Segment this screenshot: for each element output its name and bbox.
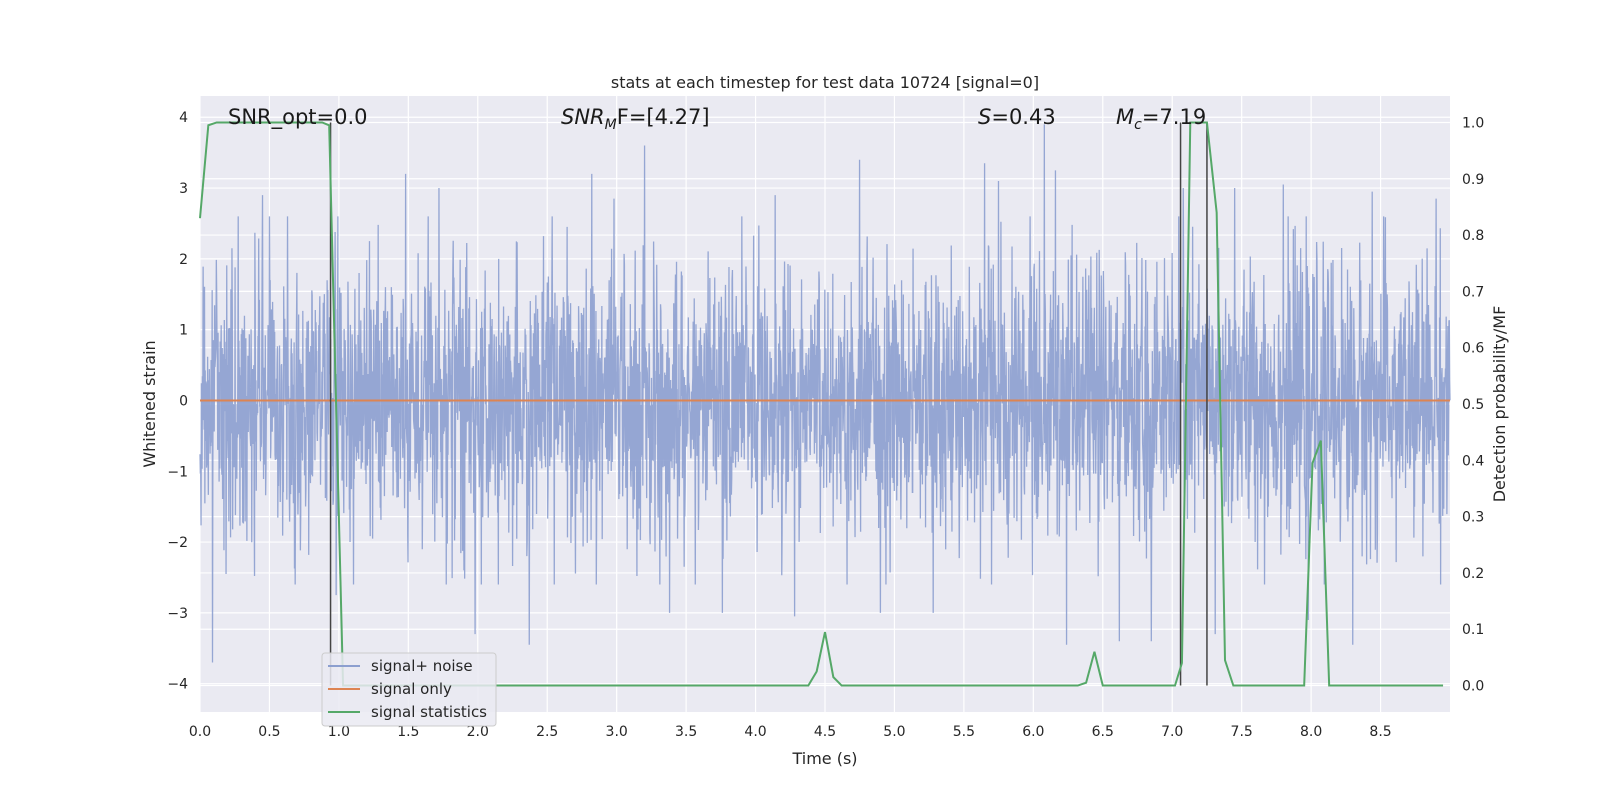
- y2-tick-label: 0.1: [1462, 622, 1484, 638]
- annotation-snr-opt: SNR_opt=0.0: [228, 105, 368, 130]
- x-tick-label: 6.0: [1022, 724, 1044, 740]
- x-tick-label: 6.5: [1092, 724, 1114, 740]
- y2-tick-label: 0.2: [1462, 566, 1484, 582]
- annotation-snr-mf-rest: F=[4.27]: [617, 105, 710, 129]
- x-tick-label: 1.0: [328, 724, 350, 740]
- y-tick-label: 4: [179, 110, 188, 126]
- y-tick-label: 1: [179, 323, 188, 339]
- y-tick-labels: 4 3 2 1 0 −1 −2 −3 −4: [167, 110, 188, 692]
- y-tick-label: 2: [179, 252, 188, 268]
- annotation-s-main: S: [978, 105, 991, 129]
- x-axis-label: Time (s): [791, 749, 857, 768]
- y2-tick-label: 0.8: [1462, 228, 1484, 244]
- y-axis-label: Whitened strain: [140, 340, 159, 467]
- y2-tick-label: 1.0: [1462, 115, 1484, 131]
- annotation-snr-mf-sub: M: [605, 117, 617, 133]
- y-tick-label: −2: [167, 535, 188, 551]
- y2-tick-label: 0.5: [1462, 397, 1484, 413]
- legend: signal+ noise signal only signal statist…: [321, 652, 497, 727]
- y2-tick-label: 0.9: [1462, 172, 1484, 188]
- y2-axis-label: Detection probability/MF: [1490, 306, 1509, 503]
- x-tick-label: 5.0: [883, 724, 905, 740]
- series-line-signal-statistics: [199, 121, 1444, 687]
- x-tick-label: 7.0: [1161, 724, 1183, 740]
- annotation-snr-mf: SNRMF=[4.27]: [561, 105, 710, 133]
- y2-tick-label: 0.3: [1462, 510, 1484, 526]
- y-tick-label: 0: [179, 393, 188, 409]
- legend-label-signal-plus-noise: signal+ noise: [371, 657, 473, 675]
- y2-tick-label: 0.7: [1462, 284, 1484, 300]
- annotation-mc-sub: c: [1134, 117, 1142, 133]
- y2-tick-label: 0.6: [1462, 341, 1484, 357]
- series-signal-statistics: [199, 121, 1444, 687]
- x-tick-label: 2.5: [536, 724, 558, 740]
- x-tick-label: 8.5: [1369, 724, 1391, 740]
- x-tick-label: 4.5: [814, 724, 836, 740]
- annotation-snr-mf-main: SNR: [561, 105, 605, 129]
- annotation-s: S=0.43: [978, 105, 1056, 129]
- legend-label-signal-statistics: signal statistics: [371, 703, 487, 721]
- annotation-mc-main: M: [1116, 105, 1134, 129]
- x-tick-label: 0.0: [189, 724, 211, 740]
- x-tick-label: 0.5: [258, 724, 280, 740]
- x-tick-label: 3.5: [675, 724, 697, 740]
- series-signal-plus-noise: [199, 124, 1451, 663]
- x-tick-label: 7.5: [1231, 724, 1253, 740]
- x-tick-labels: 0.0 0.5 1.0 1.5 2.0 2.5 3.0 3.5 4.0 4.5 5.0 5.5 6.0 6…: [189, 724, 1392, 740]
- annotation-s-rest: =0.43: [991, 105, 1055, 129]
- x-tick-label: 4.0: [744, 724, 766, 740]
- x-tick-label: 5.5: [953, 724, 975, 740]
- y2-tick-labels: 1.0 0.9 0.8 0.7 0.6 0.5 0.4 0.3 0.2 0.1 0.0: [1462, 115, 1484, 694]
- y-tick-label: −3: [167, 606, 188, 622]
- annotation-mc: Mc=7.19: [1116, 105, 1206, 133]
- legend-box: [321, 652, 497, 727]
- series-line-signal-plus-noise: [199, 124, 1451, 663]
- chart-title: stats at each timestep for test data 107…: [611, 73, 1039, 92]
- y-tick-label: −4: [167, 677, 188, 693]
- y-tick-label: −1: [167, 464, 188, 480]
- y-tick-label: 3: [179, 181, 188, 197]
- y2-tick-label: 0.0: [1462, 679, 1484, 695]
- x-tick-label: 1.5: [397, 724, 419, 740]
- x-tick-label: 8.0: [1300, 724, 1322, 740]
- x-tick-label: 2.0: [467, 724, 489, 740]
- y2-tick-label: 0.4: [1462, 453, 1484, 469]
- legend-label-signal-only: signal only: [371, 680, 452, 698]
- annotation-mc-rest: =7.19: [1142, 105, 1206, 129]
- x-tick-label: 3.0: [606, 724, 628, 740]
